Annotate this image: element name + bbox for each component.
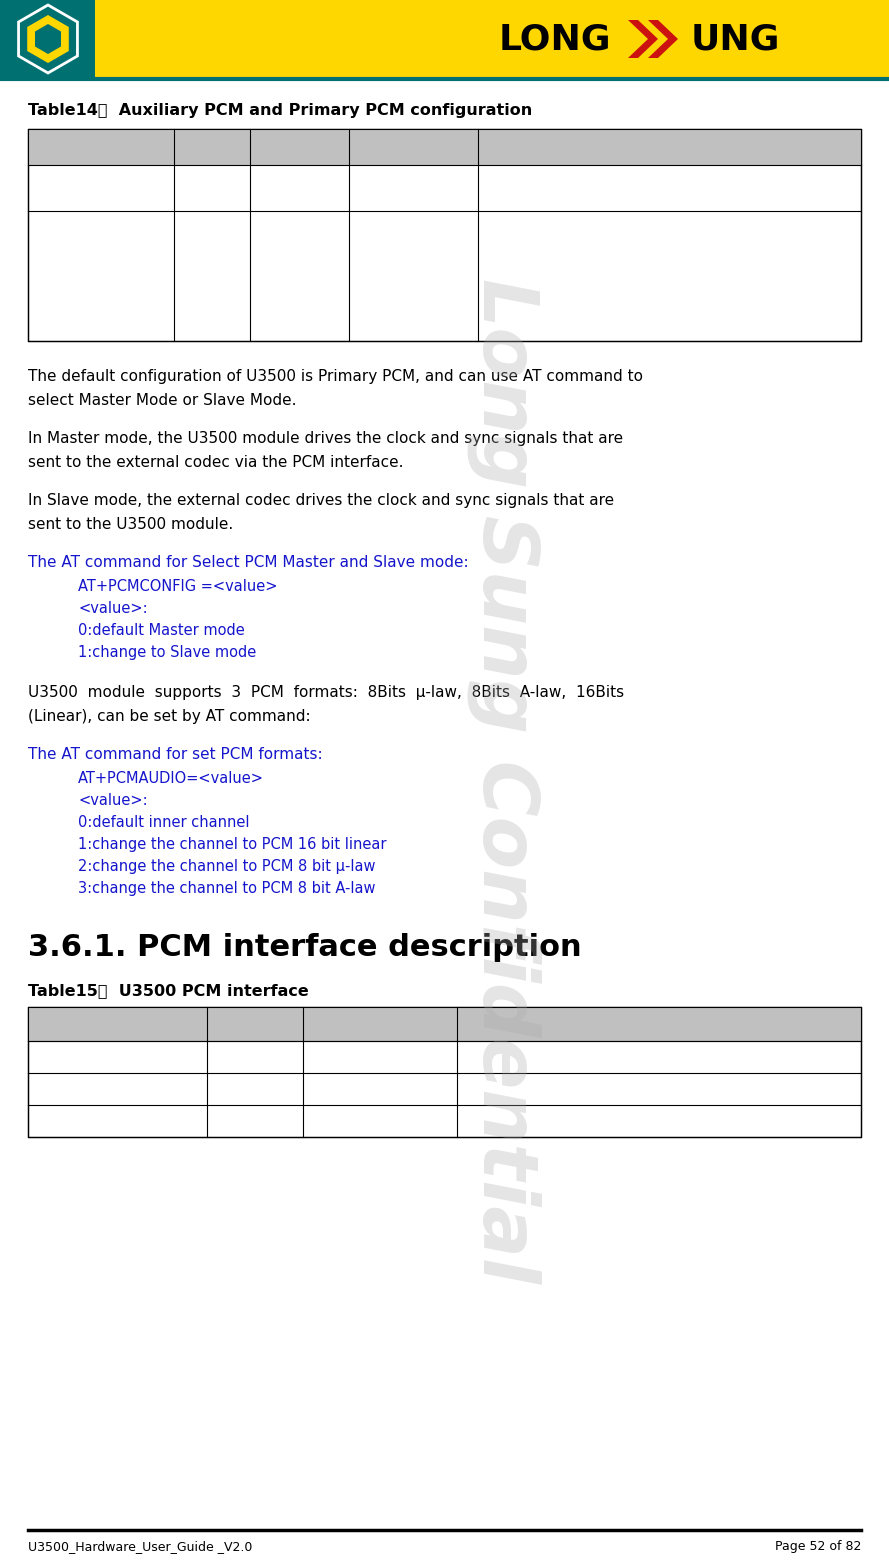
- Text: In Master mode, the U3500 module drives the clock and sync signals that are: In Master mode, the U3500 module drives …: [28, 431, 623, 447]
- Text: J113: J113: [310, 1114, 342, 1128]
- Text: LONG: LONG: [499, 22, 612, 56]
- Text: Format: Format: [485, 139, 546, 155]
- Text: AT+PCMAUDIO=<value>: AT+PCMAUDIO=<value>: [78, 772, 264, 786]
- Polygon shape: [628, 20, 658, 58]
- Bar: [28, 1007, 861, 1040]
- Text: sent to the U3500 module.: sent to the U3500 module.: [28, 517, 233, 533]
- Bar: [28, 130, 861, 166]
- Text: Auxiliary: Auxiliary: [35, 181, 100, 195]
- Bar: [0, 0, 95, 78]
- Text: In Slave mode, the external codec drives the clock and sync signals that are: In Slave mode, the external codec drives…: [28, 494, 614, 508]
- Bar: [28, 130, 861, 341]
- Text: Table14：  Auxiliary PCM and Primary PCM configuration: Table14： Auxiliary PCM and Primary PCM c…: [28, 103, 533, 119]
- Text: J111: J111: [310, 1050, 342, 1064]
- Polygon shape: [648, 20, 678, 58]
- Text: 2.048MHz: 2.048MHz: [258, 223, 331, 239]
- Text: PCM CLK: PCM CLK: [464, 1081, 528, 1097]
- Text: SYNC: SYNC: [180, 139, 227, 155]
- Text: CLK: CLK: [258, 139, 290, 155]
- Text: 1:change to Slave mode: 1:change to Slave mode: [78, 645, 256, 661]
- Text: 128KHz: 128KHz: [258, 181, 313, 195]
- Text: 8Bits A-law,: 8Bits A-law,: [485, 223, 571, 239]
- Text: 16Bits Linear (13 bits: 16Bits Linear (13 bits: [485, 251, 641, 267]
- Text: Configuration: Configuration: [35, 139, 152, 155]
- Text: 0:default inner channel: 0:default inner channel: [78, 815, 250, 829]
- Text: 8Bits μ-law,: 8Bits μ-law,: [485, 181, 571, 195]
- Text: <value>:: <value>:: [78, 601, 148, 615]
- Text: Page 52 of 82: Page 52 of 82: [774, 1540, 861, 1553]
- Text: I: I: [214, 1081, 219, 1097]
- Text: PIN Name: PIN Name: [35, 1017, 119, 1031]
- Text: O: O: [214, 1050, 226, 1064]
- Text: (Linear), can be set by AT command:: (Linear), can be set by AT command:: [28, 709, 310, 725]
- Text: Master/Slave: Master/Slave: [356, 269, 451, 283]
- Text: U3500  module  supports  3  PCM  formats:  8Bits  μ-law,  8Bits  A-law,  16Bits: U3500 module supports 3 PCM formats: 8Bi…: [28, 686, 624, 700]
- Polygon shape: [19, 5, 77, 73]
- Text: 8KHz: 8KHz: [180, 181, 218, 195]
- Text: PIN Num.: PIN Num.: [310, 1017, 389, 1031]
- Text: J114: J114: [310, 1081, 342, 1097]
- Text: 1:change the channel to PCM 16 bit linear: 1:change the channel to PCM 16 bit linea…: [78, 837, 387, 851]
- Polygon shape: [35, 23, 61, 55]
- Text: Description: Description: [464, 1017, 562, 1031]
- Polygon shape: [28, 16, 68, 62]
- Text: PCM Synchronous Signal: PCM Synchronous Signal: [464, 1050, 645, 1064]
- Text: sent to the external codec via the PCM interface.: sent to the external codec via the PCM i…: [28, 455, 404, 470]
- Text: Master: Master: [356, 181, 406, 195]
- Text: PCM_SYNC: PCM_SYNC: [35, 1050, 113, 1065]
- Text: UNG: UNG: [691, 22, 780, 56]
- Text: 8KHz: 8KHz: [180, 269, 218, 283]
- Text: 3:change the channel to PCM 8 bit A-law: 3:change the channel to PCM 8 bit A-law: [78, 881, 375, 897]
- Text: select Master Mode or Slave Mode.: select Master Mode or Slave Mode.: [28, 394, 297, 408]
- Text: 2:change the channel to PCM 8 bit μ-law: 2:change the channel to PCM 8 bit μ-law: [78, 859, 375, 875]
- Text: <value>:: <value>:: [78, 793, 148, 808]
- Text: PCM_DIN: PCM_DIN: [35, 1112, 100, 1129]
- Text: Primary: Primary: [35, 269, 92, 283]
- Text: Clock source: Clock source: [356, 139, 464, 155]
- Text: PCM_CLK: PCM_CLK: [35, 1081, 101, 1097]
- Text: U3500_Hardware_User_Guide _V2.0: U3500_Hardware_User_Guide _V2.0: [28, 1540, 252, 1553]
- Text: are  valid,  the  others: are valid, the others: [485, 280, 647, 295]
- Text: I: I: [214, 1114, 219, 1128]
- Text: 3.6.1. PCM interface description: 3.6.1. PCM interface description: [28, 933, 581, 962]
- Text: The AT command for set PCM formats:: The AT command for set PCM formats:: [28, 747, 323, 762]
- Text: The default configuration of U3500 is Primary PCM, and can use AT command to: The default configuration of U3500 is Pr…: [28, 369, 643, 384]
- Bar: [28, 1007, 861, 1137]
- Text: AT+PCMCONFIG =<value>: AT+PCMCONFIG =<value>: [78, 580, 277, 594]
- Bar: [0, 0, 889, 78]
- Text: PCM Input: PCM Input: [464, 1114, 538, 1128]
- Text: Long Sung Confidential: Long Sung Confidential: [468, 278, 541, 1284]
- Text: Table15：  U3500 PCM interface: Table15： U3500 PCM interface: [28, 982, 308, 998]
- Text: I/O: I/O: [214, 1017, 238, 1031]
- Text: 0:default Master mode: 0:default Master mode: [78, 623, 244, 637]
- Text: The AT command for Select PCM Master and Slave mode:: The AT command for Select PCM Master and…: [28, 555, 469, 570]
- Text: are blank): are blank): [485, 308, 559, 322]
